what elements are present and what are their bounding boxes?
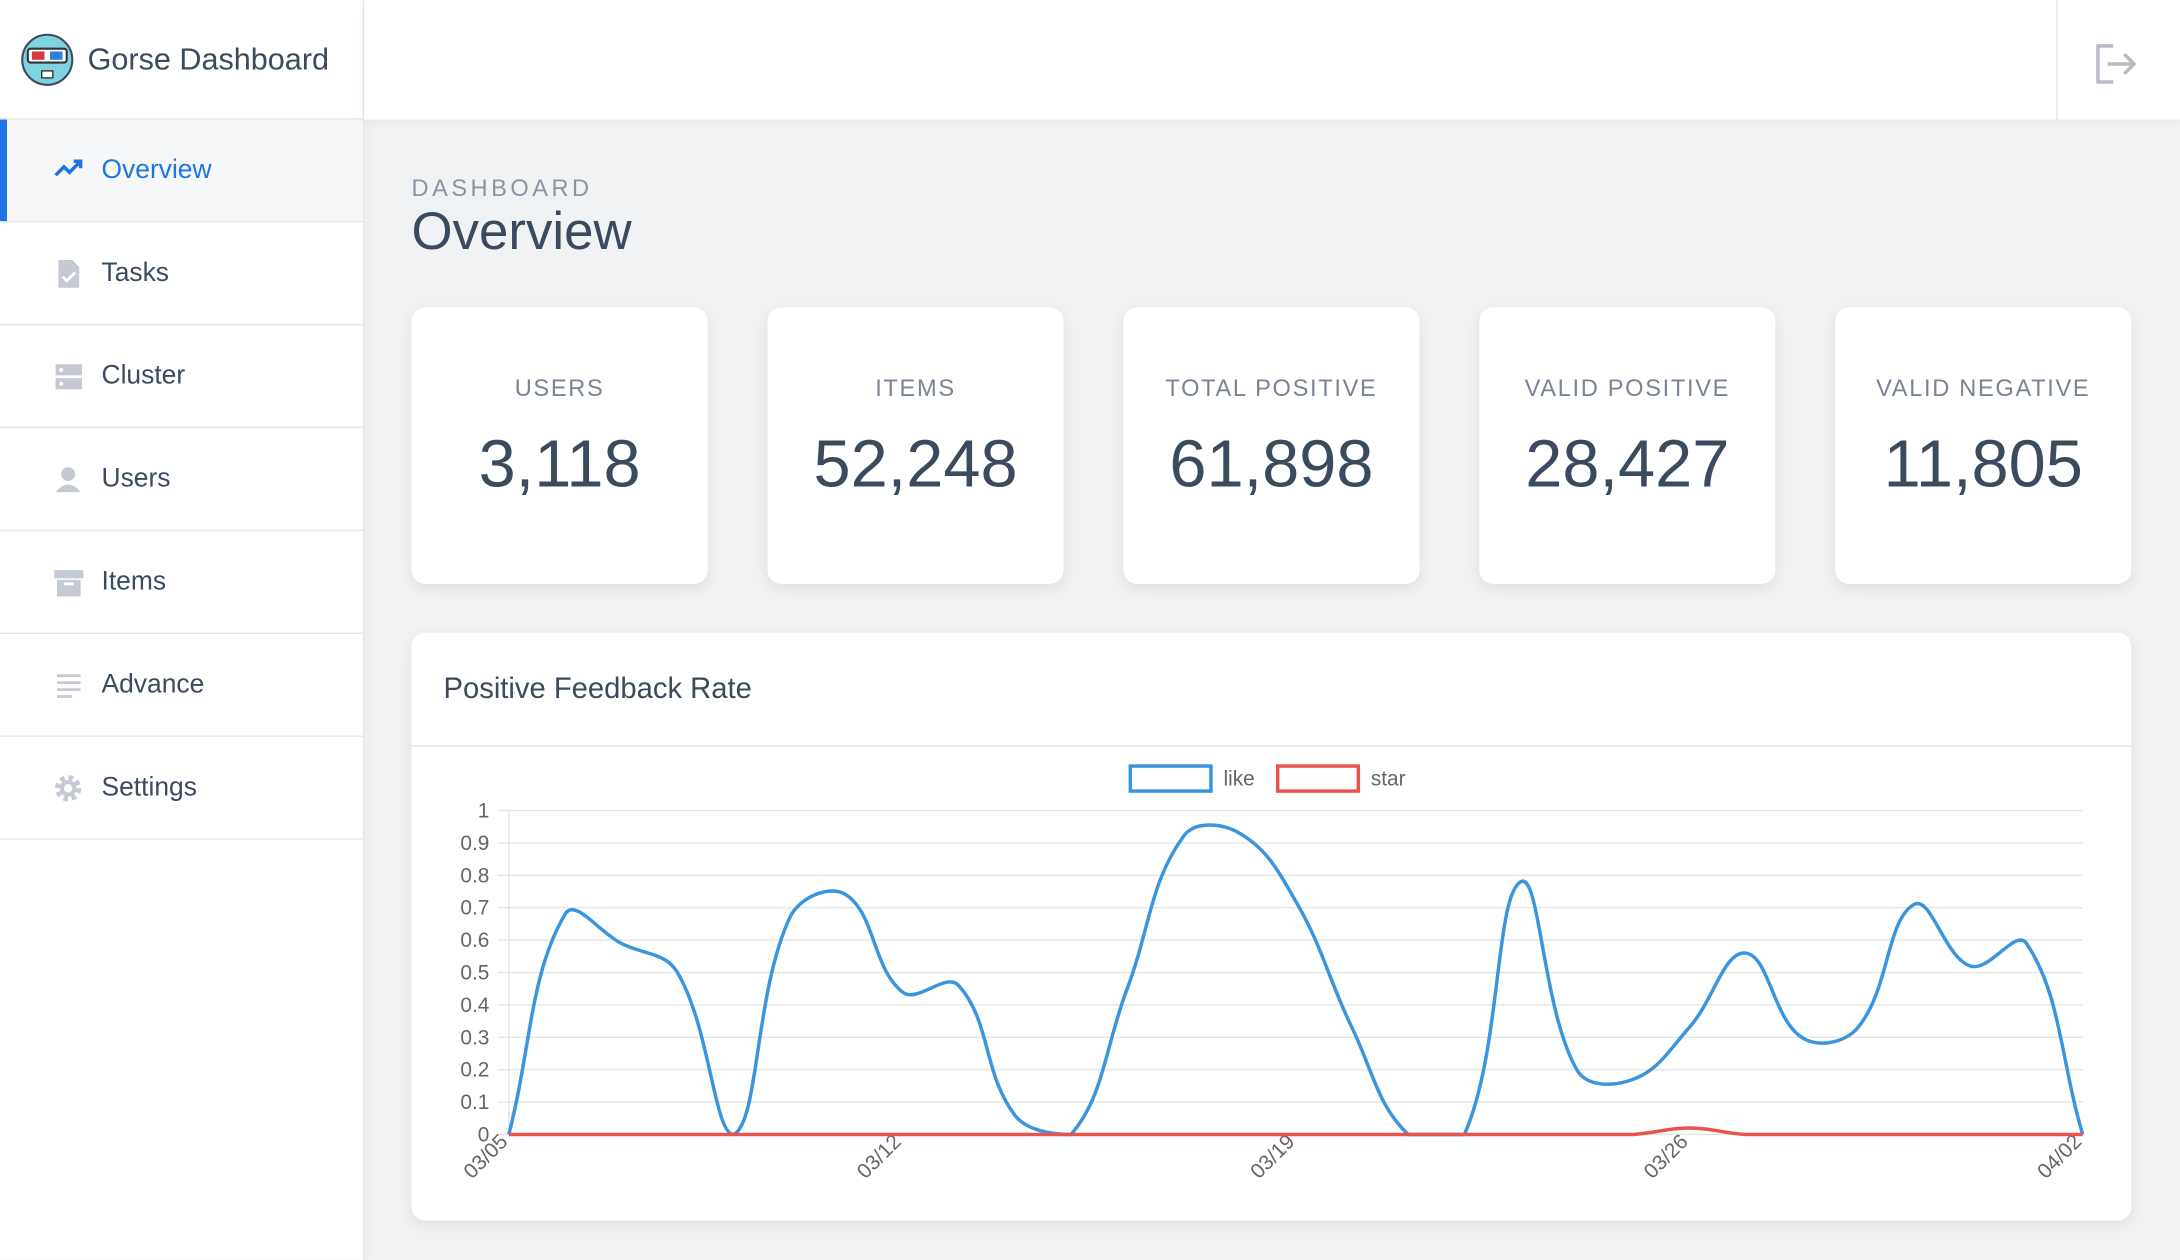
nav-label: Users (101, 464, 171, 494)
brand[interactable]: Gorse Dashboard (0, 0, 363, 120)
stat-value: 28,427 (1525, 428, 1730, 502)
nav-item[interactable]: Items (0, 531, 363, 634)
nav-icon (55, 364, 83, 390)
legend-label: like (1223, 768, 1254, 791)
y-tick-label: 0.8 (460, 864, 489, 887)
stat-label: USERS (514, 375, 605, 402)
nav-item[interactable]: Cluster (0, 325, 363, 429)
logo (21, 33, 74, 86)
x-tick-label: 03/12 (853, 1130, 906, 1183)
y-tick-label: 0.9 (460, 832, 489, 855)
stat-value: 11,805 (1883, 428, 2083, 502)
y-tick-label: 0.2 (460, 1059, 489, 1082)
nav-icon (57, 674, 81, 698)
x-tick-label: 03/19 (1246, 1130, 1299, 1183)
chart-card: Positive Feedback Rate (411, 632, 2132, 1221)
logout-icon (2096, 44, 2137, 84)
y-tick-label: 0.3 (460, 1026, 489, 1049)
logout-button[interactable] (2056, 0, 2180, 120)
y-tick-label: 0.4 (460, 994, 489, 1017)
nav-item[interactable]: Settings (0, 737, 363, 840)
y-tick-label: 0.1 (460, 1091, 489, 1114)
y-tick-label: 0.7 (460, 897, 489, 920)
stat-card: ITEMS 52,248 (767, 307, 1064, 584)
nav-icon (58, 259, 80, 288)
legend-swatch (1275, 764, 1361, 793)
nav-icon (54, 570, 84, 597)
brand-name: Gorse Dashboard (87, 41, 330, 77)
nav-icon (55, 467, 81, 493)
topbar (364, 0, 2180, 120)
stat-card: VALID NEGATIVE 11,805 (1835, 307, 2132, 584)
nav-item[interactable]: Advance (0, 634, 363, 737)
chart-title: Positive Feedback Rate (443, 672, 752, 705)
nav-icon (54, 775, 82, 802)
legend-swatch (1128, 764, 1213, 793)
nav-label: Settings (101, 773, 197, 803)
y-tick-label: 1 (478, 799, 490, 822)
page-title: Overview (411, 202, 632, 262)
nav-label: Tasks (101, 258, 170, 288)
stat-label: TOTAL POSITIVE (1165, 375, 1378, 402)
stat-card: VALID POSITIVE 28,427 (1479, 307, 1776, 584)
line-series (508, 1126, 2083, 1137)
stat-value: 3,118 (478, 428, 641, 502)
stat-value: 61,898 (1169, 428, 1374, 502)
stat-label: VALID POSITIVE (1524, 375, 1731, 402)
nav-label: Items (101, 567, 167, 597)
nav-icon (54, 159, 83, 177)
sidebar: Gorse Dashboard Overview Tasks Cluster User… (0, 0, 365, 1260)
y-tick-label: 0.5 (460, 961, 489, 984)
line-series (507, 823, 2085, 1137)
nav-item[interactable]: Users (0, 428, 363, 532)
x-tick-label: 03/26 (1640, 1130, 1693, 1183)
y-tick-label: 0 (478, 1123, 490, 1146)
stat-label: ITEMS (875, 375, 956, 402)
stat-card: TOTAL POSITIVE 61,898 (1123, 307, 1420, 584)
nav-label: Overview (101, 155, 212, 185)
stat-card: USERS 3,118 (411, 307, 708, 584)
x-tick-label: 04/02 (2033, 1130, 2086, 1183)
divider (411, 745, 2132, 747)
y-tick-label: 0.6 (460, 929, 489, 952)
nav-item[interactable]: Tasks (0, 222, 363, 326)
breadcrumb: DASHBOARD (411, 175, 593, 202)
stat-label: VALID NEGATIVE (1876, 375, 2091, 402)
legend-label: star (1371, 768, 1406, 791)
nav-label: Cluster (101, 361, 186, 391)
nav-item[interactable]: Overview (0, 119, 363, 223)
nav-label: Advance (101, 670, 205, 700)
stat-value: 52,248 (813, 428, 1018, 502)
